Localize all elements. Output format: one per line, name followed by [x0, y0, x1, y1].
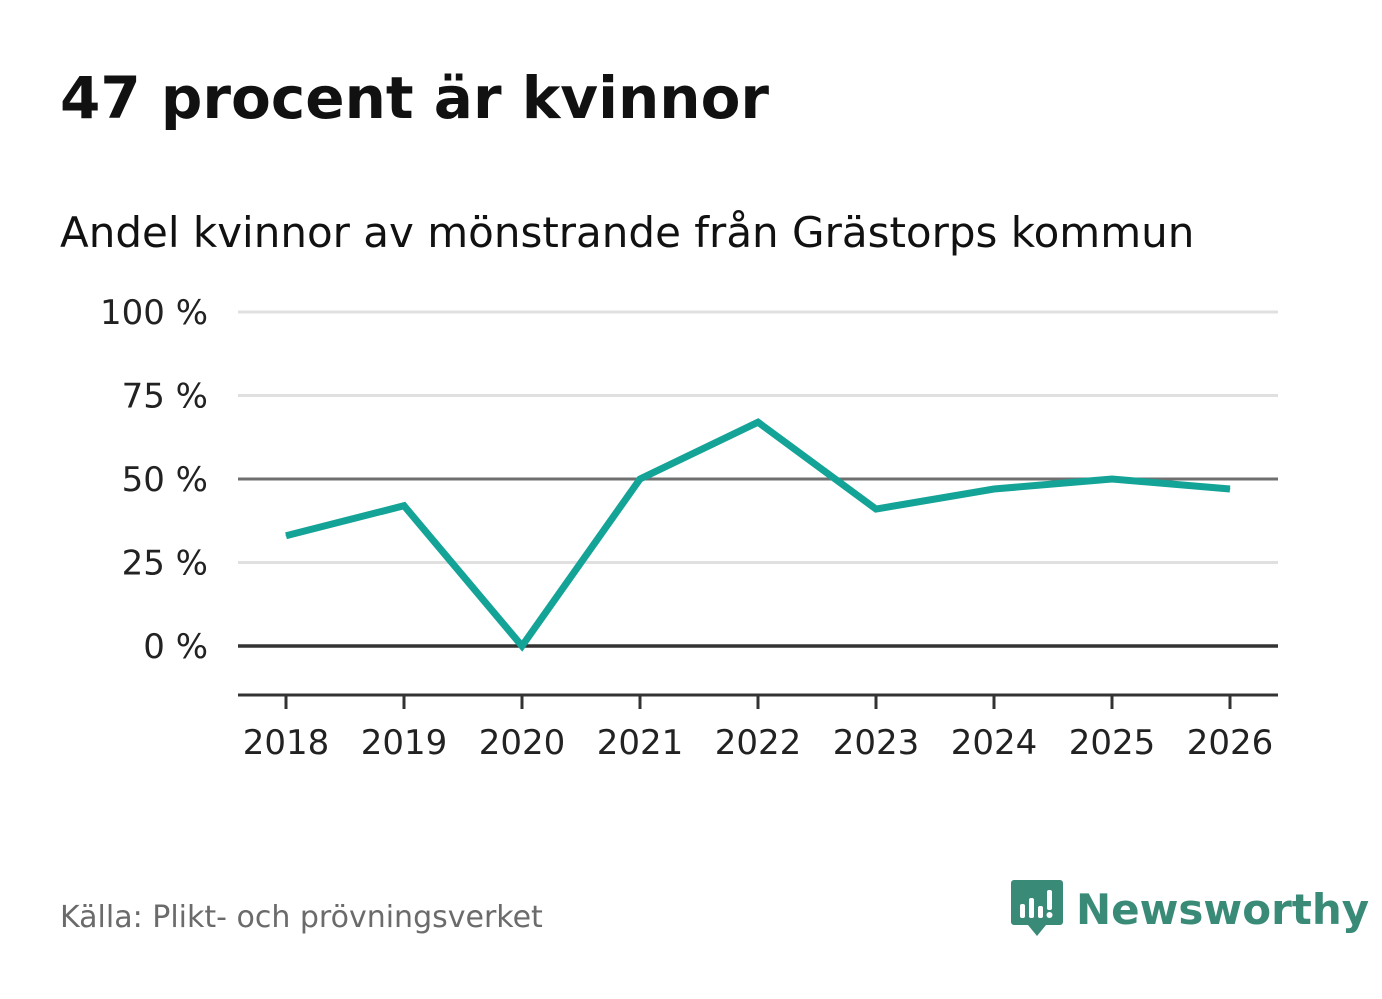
y-tick-label: 0 % — [143, 627, 208, 667]
y-tick-label: 25 % — [122, 544, 208, 584]
x-axis-labels: 2018 2019 2020 2021 2022 2023 2024 2025 2026 — [243, 723, 1274, 763]
newsworthy-logo-icon — [1011, 880, 1063, 936]
x-tick-label: 2022 — [715, 723, 802, 763]
x-tick-label: 2026 — [1187, 723, 1274, 763]
x-axis — [238, 693, 1278, 709]
series-line — [285, 418, 1231, 652]
data-point-2026 — [1229, 488, 1231, 490]
y-axis-labels: 100 % 75 % 50 % 25 % 0 % — [100, 293, 208, 667]
data-point-2018 — [285, 535, 287, 537]
x-tick-label: 2023 — [833, 723, 920, 763]
x-tick-label: 2018 — [243, 723, 330, 763]
data-point-2020 — [521, 645, 523, 647]
source-note: Källa: Plikt- och prövningsverket — [60, 900, 543, 935]
data-point-2019 — [403, 505, 405, 507]
data-point-2025 — [1111, 478, 1113, 480]
data-point-2023 — [875, 508, 877, 510]
series-layer — [285, 418, 1231, 652]
data-point-2021 — [639, 478, 641, 480]
x-tick-label: 2020 — [479, 723, 566, 763]
y-tick-label: 100 % — [100, 293, 208, 333]
x-tick-label: 2024 — [951, 723, 1038, 763]
brand-name: Newsworthy — [1076, 884, 1370, 934]
x-tick-label: 2021 — [597, 723, 684, 763]
chart-title: 47 procent är kvinnor — [60, 64, 770, 132]
y-tick-label: 50 % — [122, 460, 208, 500]
x-tick-label: 2025 — [1069, 723, 1156, 763]
data-point-2022 — [757, 421, 759, 423]
x-tick-label: 2019 — [361, 723, 448, 763]
chart-subtitle: Andel kvinnor av mönstrande från Grästor… — [60, 208, 1195, 257]
data-point-2024 — [993, 488, 995, 490]
brand-logo[interactable]: Newsworthy — [1010, 878, 1369, 940]
y-tick-label: 75 % — [122, 377, 208, 417]
